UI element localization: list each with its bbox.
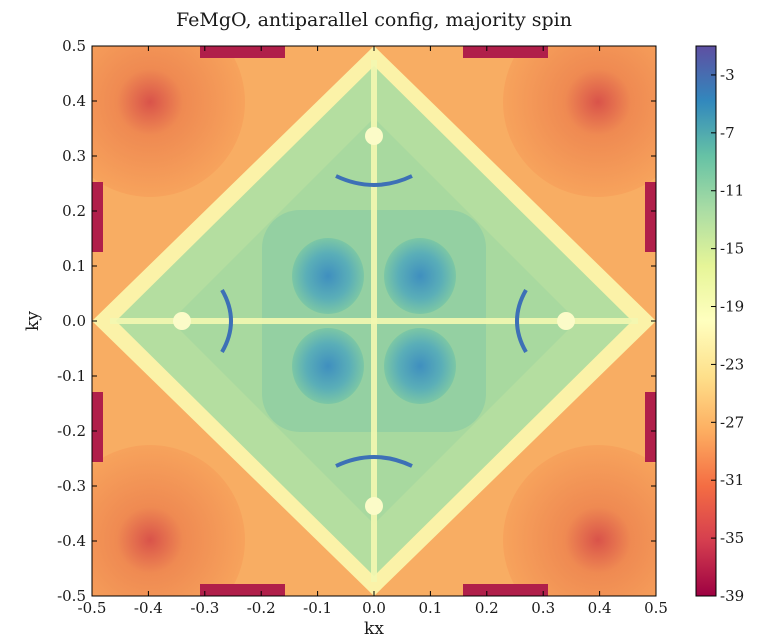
colorbar-ticks: -3 -7 -11 -15 -19 -23 -27 -31 -35 -39 [711, 66, 744, 605]
heatmap-bright-spot [557, 312, 575, 330]
y-tick-label: -0.4 [57, 532, 86, 550]
heatmap-edge-band-bottom [200, 584, 285, 596]
x-tick-label: 0.5 [644, 599, 668, 617]
y-tick-label: 0.4 [62, 92, 86, 110]
chart-title: FeMgO, antiparallel config, majority spi… [176, 9, 572, 31]
heatmap-cross-horizontal [110, 318, 638, 324]
heatmap-edge-band-right [645, 392, 656, 462]
x-tick-label: 0.2 [475, 599, 499, 617]
y-axis-ticks: 0.5 0.4 0.3 0.2 0.1 0.0 -0.1 -0.2 -0.3 -0.4 -0.5 [57, 37, 656, 605]
colorbar-tick-label: -15 [720, 240, 744, 258]
heatmap-plot-area [92, 46, 656, 596]
heatmap-lobe [292, 328, 364, 404]
heatmap-bright-spot [365, 497, 383, 515]
y-tick-label: 0.1 [62, 257, 86, 275]
x-tick-label: -0.2 [247, 599, 276, 617]
heatmap-corner-bottom-left [92, 445, 245, 596]
heatmap-arc [220, 288, 233, 354]
y-tick-label: -0.2 [57, 422, 86, 440]
heatmap-lobe [292, 238, 364, 314]
heatmap-corner-top-left [92, 46, 245, 197]
colorbar-tick-label: -39 [720, 587, 744, 605]
x-tick-label: -0.5 [78, 599, 107, 617]
y-tick-label: -0.1 [57, 367, 86, 385]
heatmap-edge-band-top [200, 46, 285, 58]
colorbar-tick-label: -27 [720, 413, 744, 431]
x-tick-label: 0.4 [588, 599, 612, 617]
x-tick-label: -0.1 [303, 599, 332, 617]
colorbar-tick-label: -23 [720, 355, 744, 373]
y-tick-label: 0.2 [62, 202, 86, 220]
heatmap-arc [335, 455, 413, 468]
heatmap-corner-bottom-right [503, 445, 656, 596]
y-tick-label: 0.3 [62, 147, 86, 165]
colorbar-tick-label: -7 [720, 124, 735, 142]
x-tick-label: 0.0 [362, 599, 386, 617]
colorbar-tick-label: -19 [720, 298, 744, 316]
heatmap-lobe [384, 238, 456, 314]
heatmap-lobe [384, 328, 456, 404]
colorbar-tick-label: -11 [720, 182, 744, 200]
colorbar-tick-label: -3 [720, 66, 735, 84]
heatmap-edge-band-bottom [463, 584, 548, 596]
x-axis-label: kx [364, 619, 384, 639]
y-axis-label: ky [23, 311, 43, 331]
heatmap-edge-band-right [645, 182, 656, 252]
x-axis-ticks: -0.5 -0.4 -0.3 -0.2 -0.1 0.0 0.1 0.2 0.3 0.4 0.5 [78, 46, 668, 617]
heatmap-arc [335, 174, 413, 187]
heatmap-edge-band-left [92, 392, 103, 462]
x-tick-label: -0.3 [190, 599, 219, 617]
heatmap-corner-top-right [503, 46, 656, 197]
y-tick-label: 0.0 [62, 312, 86, 330]
y-tick-label: -0.5 [57, 587, 86, 605]
x-tick-label: 0.1 [418, 599, 442, 617]
heatmap-arc [515, 288, 528, 354]
heatmap-bright-spot [365, 127, 383, 145]
heatmap-edge-band-top [463, 46, 548, 58]
y-tick-label: -0.3 [57, 477, 86, 495]
colorbar-tick-label: -31 [720, 471, 744, 489]
x-tick-label: -0.4 [134, 599, 163, 617]
heatmap-bright-spot [173, 312, 191, 330]
y-tick-label: 0.5 [62, 37, 86, 55]
colorbar-tick-label: -35 [720, 529, 744, 547]
heatmap-edge-band-left [92, 182, 103, 252]
colorbar [695, 45, 717, 597]
x-tick-label: 0.3 [531, 599, 555, 617]
